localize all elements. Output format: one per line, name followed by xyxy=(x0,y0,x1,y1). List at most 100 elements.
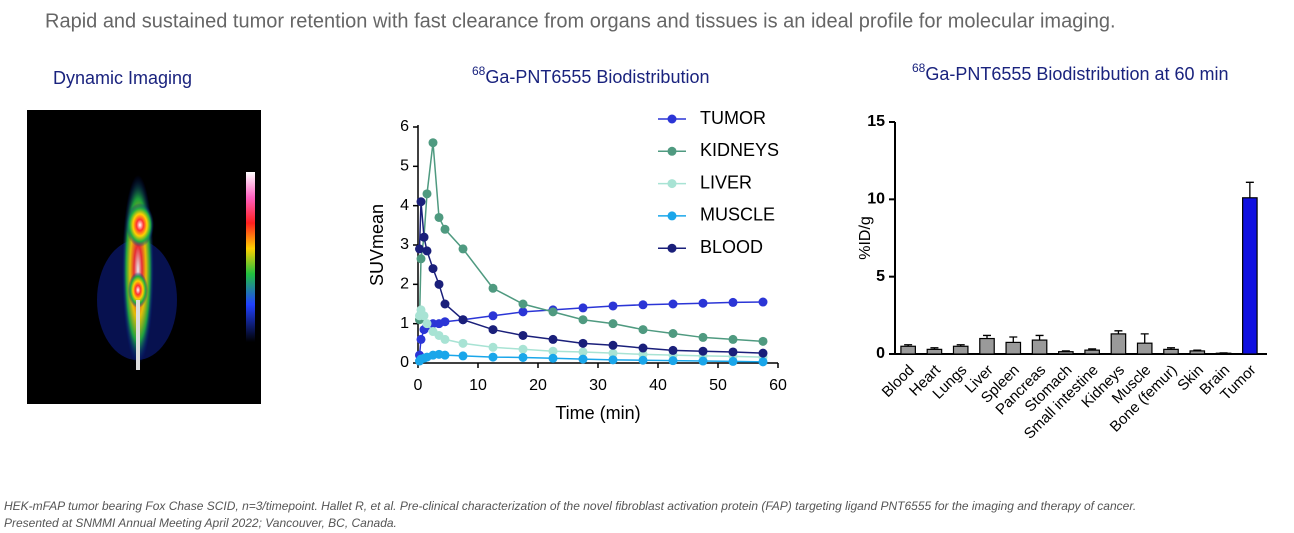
data-point xyxy=(638,300,648,310)
x-tick-label: 0 xyxy=(414,377,423,394)
data-point xyxy=(518,344,528,354)
error-bar xyxy=(1245,181,1254,198)
data-point xyxy=(608,301,618,311)
data-point xyxy=(608,355,618,365)
error-bar xyxy=(1009,336,1018,343)
legend-marker xyxy=(667,211,677,221)
legend-marker xyxy=(667,243,677,253)
data-point xyxy=(668,299,678,309)
data-point xyxy=(488,325,498,335)
x-tick-label: 10 xyxy=(469,377,487,394)
y-tick-label: 10 xyxy=(867,191,885,208)
data-point xyxy=(548,334,558,344)
error-bar xyxy=(1167,347,1175,350)
bar xyxy=(1110,333,1127,355)
data-point xyxy=(440,317,450,327)
error-bar xyxy=(930,347,939,350)
y-tick-label: 2 xyxy=(400,276,409,293)
y-tick-label: 1 xyxy=(400,315,409,332)
legend-label: KIDNEYS xyxy=(700,140,779,160)
data-point xyxy=(698,298,708,308)
data-point xyxy=(419,311,429,321)
data-point xyxy=(488,311,498,321)
data-point xyxy=(698,346,708,356)
data-point xyxy=(668,329,678,338)
data-point xyxy=(578,347,588,357)
bar xyxy=(1058,351,1074,355)
data-point xyxy=(638,355,648,365)
data-point xyxy=(419,232,429,242)
x-tick-label: 50 xyxy=(709,377,727,394)
error-bar xyxy=(1193,349,1202,351)
y-tick-label: 5 xyxy=(876,268,885,285)
data-point xyxy=(728,347,738,357)
bar xyxy=(1163,348,1179,355)
data-point xyxy=(422,246,432,256)
bar xyxy=(1005,341,1022,355)
legend-label: LIVER xyxy=(700,172,752,192)
data-point xyxy=(638,325,648,335)
footnote: Presented at SNMMI Annual Meeting April … xyxy=(4,516,397,530)
error-bar xyxy=(1140,333,1149,344)
header: Rapid and sustained tumor retention with… xyxy=(45,10,1116,32)
data-point xyxy=(518,352,528,362)
data-point xyxy=(578,303,588,313)
data-point xyxy=(488,283,498,293)
bar xyxy=(979,337,995,355)
data-point xyxy=(440,299,450,309)
data-point xyxy=(434,212,444,222)
data-point xyxy=(698,332,708,342)
x-tick-label: 40 xyxy=(649,377,667,394)
y-tick-label: 15 xyxy=(867,113,885,130)
legend-marker xyxy=(667,179,677,189)
data-point xyxy=(422,319,432,329)
bar xyxy=(900,345,916,355)
bar xyxy=(1189,350,1206,355)
x-tick-label: 20 xyxy=(529,377,547,394)
error-bar xyxy=(1061,350,1070,352)
series-line xyxy=(418,142,764,343)
legend-label: BLOOD xyxy=(700,237,763,257)
title-text: Ga-PNT6555 Biodistribution at 60 min xyxy=(925,64,1228,84)
y-axis-label: SUVmean xyxy=(367,204,387,286)
legend-label: MUSCLE xyxy=(700,205,775,225)
x-tick-label: 30 xyxy=(589,377,607,394)
data-point xyxy=(728,356,738,366)
pet-image xyxy=(27,110,261,404)
y-tick-label: 4 xyxy=(400,197,409,214)
bar xyxy=(1084,349,1100,355)
data-point xyxy=(728,297,738,307)
data-point xyxy=(758,336,768,346)
image-title: Dynamic Imaging xyxy=(53,68,192,88)
legend-marker xyxy=(667,146,677,156)
bar xyxy=(1031,339,1048,355)
data-point xyxy=(488,352,498,362)
data-point xyxy=(698,356,708,366)
legend-marker xyxy=(667,114,677,124)
data-point xyxy=(518,307,528,317)
bar xyxy=(952,345,969,355)
data-point xyxy=(578,315,588,325)
title-superscript: 68 xyxy=(472,64,486,78)
bar xyxy=(926,348,943,355)
data-point xyxy=(440,334,450,344)
error-bar xyxy=(1114,330,1123,334)
data-point xyxy=(416,334,426,344)
series-line xyxy=(418,301,764,356)
y-tick-label: 0 xyxy=(876,345,885,362)
data-point xyxy=(428,138,438,148)
data-point xyxy=(668,345,678,355)
data-point xyxy=(668,356,678,366)
bar xyxy=(1242,197,1258,355)
footnote: HEK-mFAP tumor bearing Fox Chase SCID, n… xyxy=(4,499,1136,513)
data-point xyxy=(758,357,768,367)
x-tick-label: 60 xyxy=(769,377,787,394)
data-point xyxy=(458,351,468,361)
y-tick-label: 3 xyxy=(400,236,409,253)
legend-label: TUMOR xyxy=(700,108,766,128)
data-point xyxy=(440,224,450,234)
data-point xyxy=(608,340,618,350)
error-bar xyxy=(904,344,913,347)
